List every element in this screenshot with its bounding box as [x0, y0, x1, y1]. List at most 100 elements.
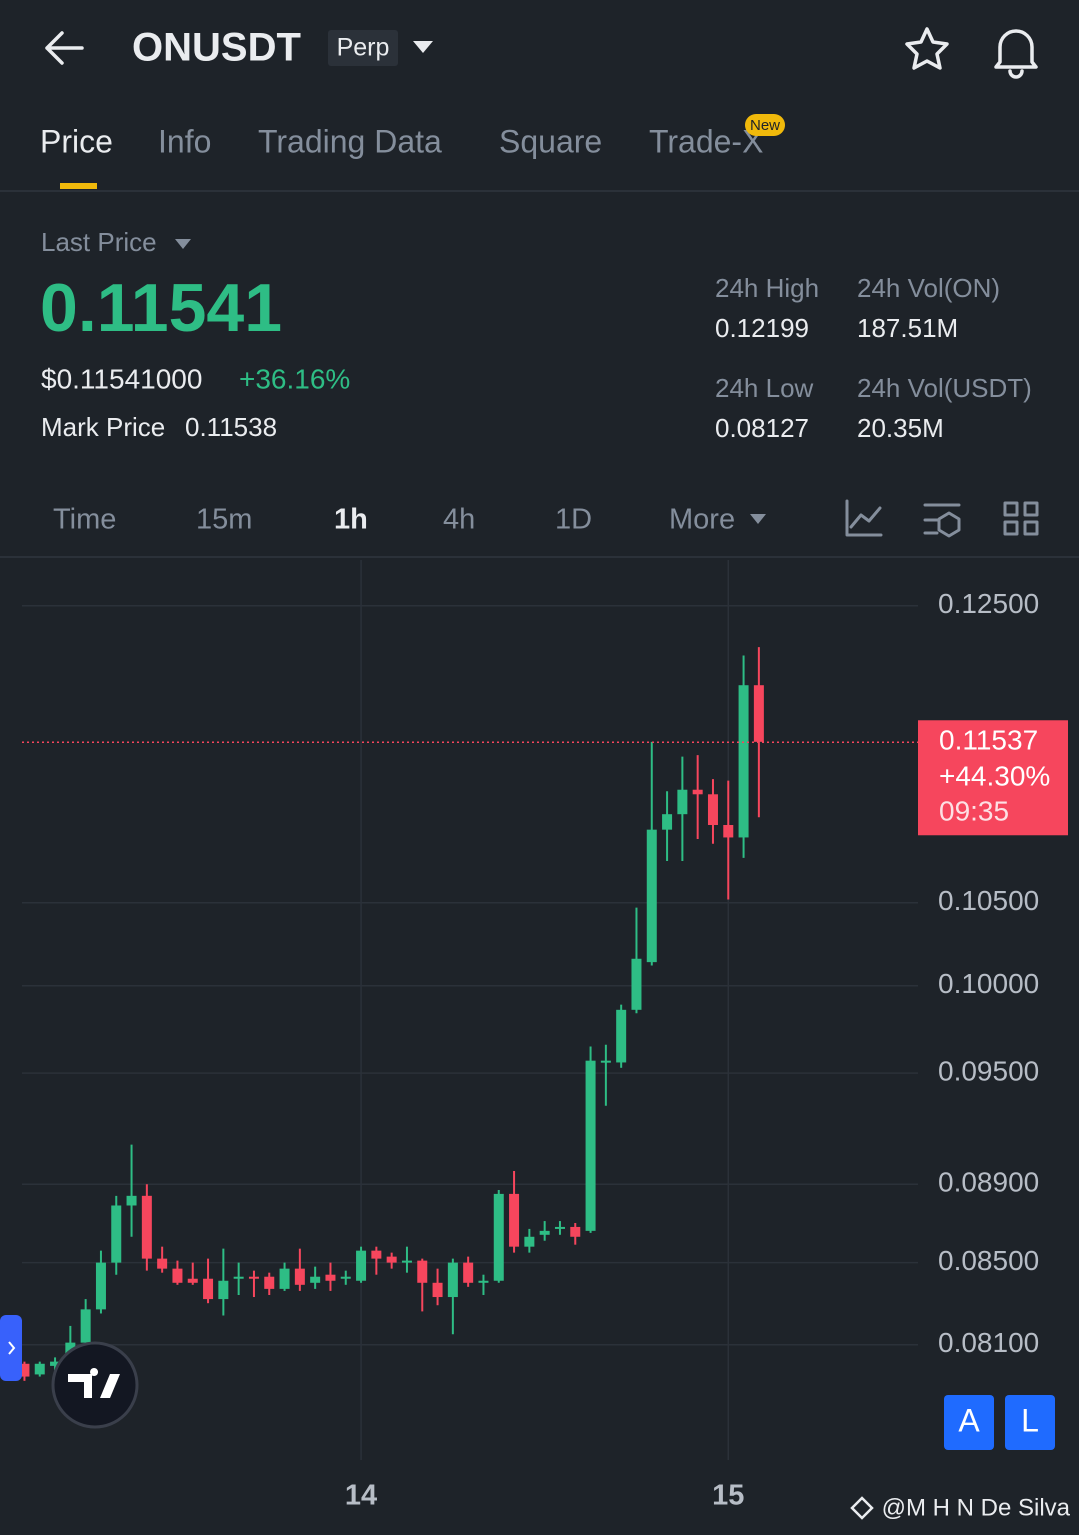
candle-body: [401, 1260, 412, 1263]
watermark: @M H N De Silva: [882, 1494, 1071, 1521]
candle-body: [753, 685, 764, 742]
back-button[interactable]: [45, 31, 84, 65]
auto-button[interactable]: A: [958, 1402, 980, 1438]
mark-price-label: Mark Price: [41, 412, 165, 442]
tradingview-mark: [68, 1368, 120, 1398]
more-dropdown[interactable]: [750, 514, 766, 524]
interval[interactable]: Time: [53, 504, 116, 536]
candle-body: [172, 1268, 183, 1283]
tab[interactable]: Trade-X: [649, 123, 763, 159]
log-button-bg[interactable]: [1005, 1395, 1055, 1450]
candle-body: [417, 1260, 428, 1283]
interval[interactable]: 15m: [196, 504, 252, 536]
log-button[interactable]: L: [1021, 1402, 1039, 1438]
stat-value: 0.12199: [715, 313, 809, 343]
candle-body: [463, 1262, 474, 1283]
candle-body: [371, 1250, 382, 1259]
badge-bg: [328, 30, 398, 66]
candle-body: [493, 1193, 504, 1281]
y-tick-label: 0.08500: [938, 1245, 1039, 1276]
candle-body: [616, 1009, 627, 1063]
candle-body: [585, 1060, 596, 1231]
candle-body: [111, 1205, 122, 1263]
candle-body: [570, 1226, 581, 1237]
candle-body: [325, 1274, 336, 1281]
candle-body: [264, 1276, 275, 1289]
candle-body: [662, 814, 673, 830]
tab-indicator: [60, 183, 97, 189]
candle-body: [19, 1363, 30, 1377]
stat-value: 187.51M: [857, 313, 958, 343]
candle-body: [432, 1282, 443, 1298]
candle-body: [233, 1276, 244, 1279]
stat-value: 0.08127: [715, 413, 809, 443]
chart: 0.12500 0.10500 0.10000 0.09500 0.08900 0.085…: [19, 560, 1068, 1512]
stat-label: 24h Vol(USDT): [857, 373, 1032, 403]
candle-body: [294, 1268, 305, 1285]
watermark-logo: [850, 1496, 874, 1520]
candle-body: [738, 685, 749, 838]
last-price-change: +44.30%: [939, 761, 1050, 792]
y-tick-label: 0.12500: [938, 588, 1039, 619]
candle-body: [539, 1230, 550, 1235]
new-badge-bg: [745, 114, 785, 136]
new-badge: New: [750, 117, 780, 134]
indicator-icon[interactable]: [845, 499, 883, 537]
candle-body: [386, 1256, 397, 1263]
candle-body: [203, 1278, 214, 1300]
interval[interactable]: 1D: [555, 504, 592, 536]
candle-body: [141, 1195, 152, 1259]
settings-icon[interactable]: [923, 503, 961, 538]
price-change: +36.16%: [239, 363, 350, 394]
candle-body: [50, 1361, 61, 1366]
interval[interactable]: 4h: [443, 504, 475, 536]
candle-body: [279, 1268, 290, 1289]
tradingview-logo[interactable]: [51, 1341, 139, 1429]
stat-label: 24h High: [715, 273, 819, 303]
price-type-dropdown[interactable]: [175, 239, 191, 249]
tab[interactable]: Square: [499, 123, 602, 159]
candle-body: [646, 829, 657, 963]
candle-body: [356, 1250, 367, 1281]
candle-body: [34, 1363, 45, 1375]
x-tick-label: 14: [345, 1480, 377, 1512]
last-price-label: Last Price: [41, 227, 157, 257]
layout-icon[interactable]: [1003, 501, 1039, 536]
stat-label: 24h Low: [715, 373, 814, 403]
tab[interactable]: Price: [40, 123, 113, 159]
alert-icon[interactable]: [994, 29, 1038, 79]
side-tab-arrow: [8, 1341, 16, 1355]
candle-body: [218, 1280, 229, 1300]
x-tick-label: 15: [712, 1480, 744, 1512]
candle-body: [631, 958, 642, 1010]
y-tick-label: 0.08100: [938, 1327, 1039, 1358]
side-tab[interactable]: [0, 1315, 22, 1381]
interval[interactable]: More: [669, 504, 735, 536]
candle-body: [126, 1195, 137, 1206]
candle-body: [310, 1276, 321, 1283]
candle-body: [95, 1262, 106, 1310]
auto-button-bg[interactable]: [944, 1395, 994, 1450]
tab[interactable]: Info: [158, 123, 211, 159]
candle-body: [677, 789, 688, 815]
candle-body: [509, 1193, 520, 1247]
candle-body: [187, 1278, 198, 1283]
symbol: ONUSDT: [132, 26, 301, 70]
interval[interactable]: 1h: [334, 504, 368, 536]
candle-body: [600, 1060, 611, 1063]
symbol-dropdown[interactable]: [413, 41, 433, 53]
candle-body: [707, 794, 718, 826]
candle-body: [80, 1309, 91, 1343]
favorite-icon[interactable]: [905, 27, 949, 70]
last-price-label: 0.11537: [939, 725, 1038, 756]
perp-badge: Perp: [337, 34, 390, 62]
candle-body: [248, 1276, 259, 1279]
tab[interactable]: Trading Data: [258, 123, 442, 159]
y-tick-label: 0.08900: [938, 1167, 1039, 1198]
candle-body: [157, 1258, 168, 1269]
y-tick-label: 0.09500: [938, 1056, 1039, 1087]
last-price-box: [918, 720, 1068, 836]
stat-label: 24h Vol(ON): [857, 273, 1000, 303]
